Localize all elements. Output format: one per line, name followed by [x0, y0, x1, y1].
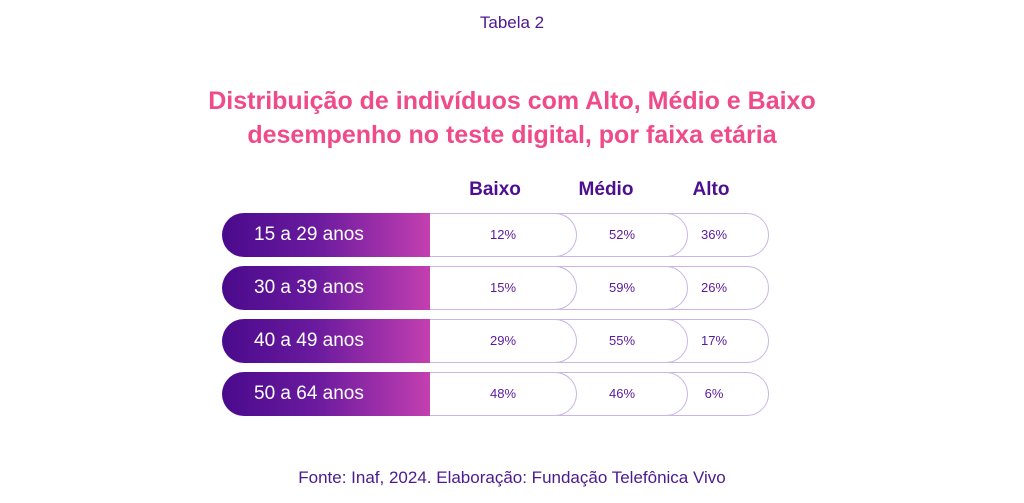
cell-baixo: 48%: [430, 372, 577, 416]
source-note: Fonte: Inaf, 2024. Elaboração: Fundação …: [298, 468, 726, 487]
row-cells: 17% 55% 29%: [430, 319, 769, 363]
column-header-alto: Alto: [692, 179, 730, 200]
row-label: 50 a 64 anos: [222, 372, 430, 416]
table-row-30-39: 30 a 39 anos 26% 59% 15%: [222, 266, 769, 310]
row-label: 15 a 29 anos: [222, 213, 430, 257]
table-row-15-29: 15 a 29 anos 36% 52% 12%: [222, 213, 769, 257]
table-caption: Tabela 2: [479, 13, 545, 32]
cell-baixo: 29%: [430, 319, 577, 363]
column-header-baixo: Baixo: [469, 179, 521, 200]
chart-title-line-2: desempenho no teste digital, por faixa e…: [247, 121, 777, 149]
row-cells: 26% 59% 15%: [430, 266, 769, 310]
row-label: 30 a 39 anos: [222, 266, 430, 310]
row-label: 40 a 49 anos: [222, 319, 430, 363]
table-row-50-64: 50 a 64 anos 6% 46% 48%: [222, 372, 769, 416]
chart-title-line-1: Distribuição de indivíduos com Alto, Méd…: [208, 87, 816, 115]
chart-title: Distribuição de indivíduos com Alto, Méd…: [0, 84, 1024, 152]
row-cells: 36% 52% 12%: [430, 213, 769, 257]
cell-medio: 46%: [556, 372, 688, 416]
cell-baixo: 15%: [430, 266, 577, 310]
column-header-medio: Médio: [578, 179, 634, 200]
cell-baixo: 12%: [430, 213, 577, 257]
cell-medio: 59%: [556, 266, 688, 310]
cell-medio: 52%: [556, 213, 688, 257]
table-row-40-49: 40 a 49 anos 17% 55% 29%: [222, 319, 769, 363]
cell-medio: 55%: [556, 319, 688, 363]
row-cells: 6% 46% 48%: [430, 372, 769, 416]
